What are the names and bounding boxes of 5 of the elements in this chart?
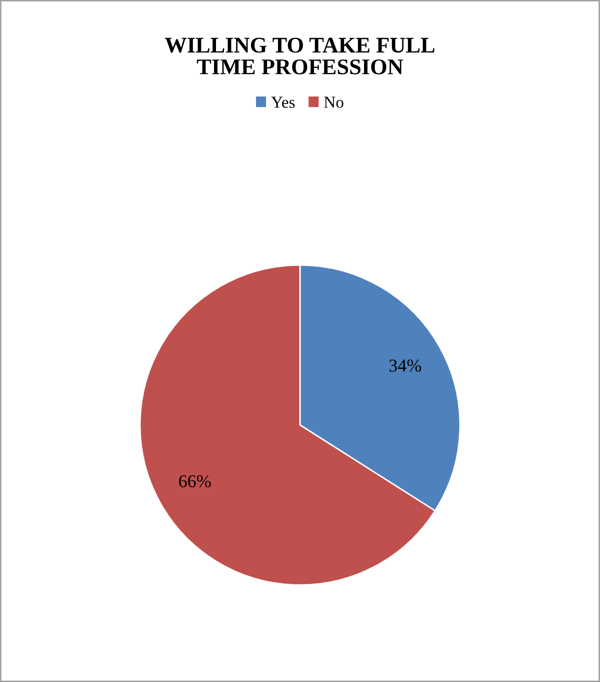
legend-label: No — [324, 96, 344, 108]
chart-title: WILLING TO TAKE FULL TIME PROFESSION — [164, 38, 434, 74]
legend-label: Yes — [271, 96, 295, 108]
data-label: 66% — [179, 475, 211, 488]
data-label: 34% — [389, 360, 422, 372]
